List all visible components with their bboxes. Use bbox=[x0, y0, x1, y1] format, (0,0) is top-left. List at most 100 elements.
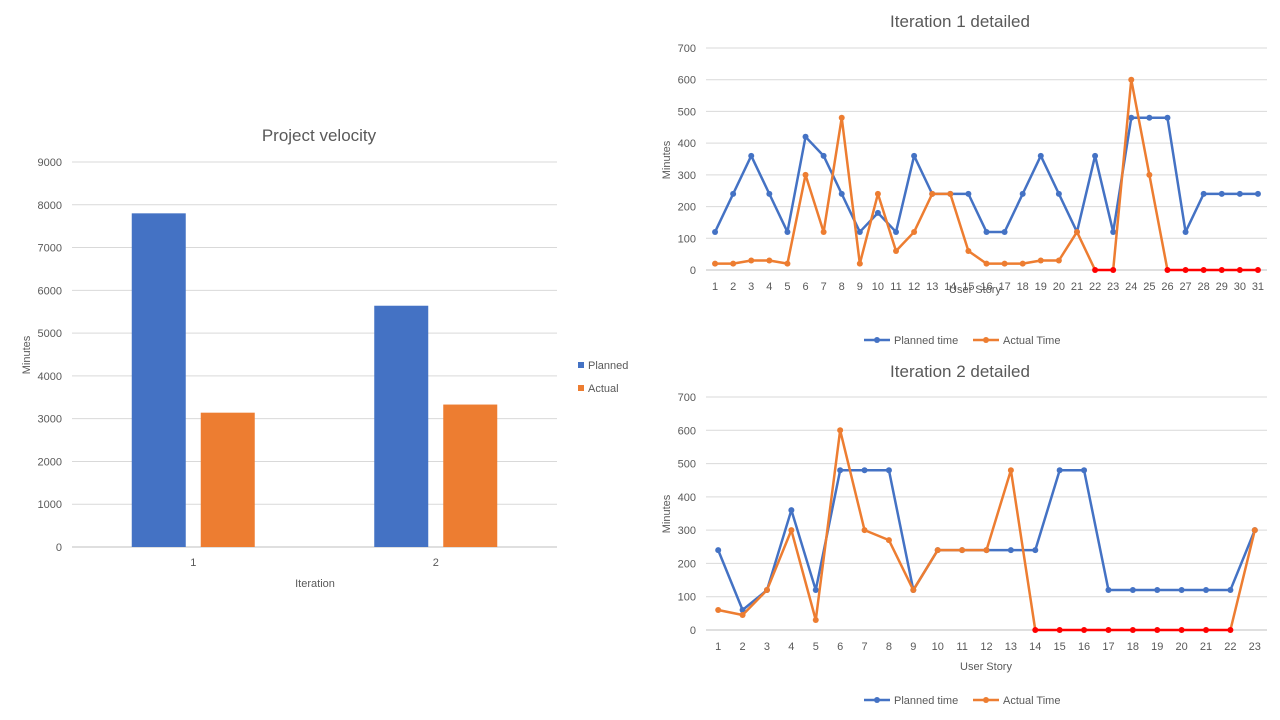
y-tick-label: 6000 bbox=[38, 285, 62, 297]
x-tick-label: 8 bbox=[839, 281, 845, 293]
y-tick-label: 200 bbox=[678, 202, 696, 214]
y-tick-label: 300 bbox=[678, 170, 696, 182]
series-line-planned-time bbox=[765, 508, 793, 592]
point-planned-time-30 bbox=[1236, 190, 1243, 197]
point-actual-time-22 bbox=[1092, 267, 1099, 273]
point-planned-time-20 bbox=[1178, 587, 1185, 594]
point-actual-time-8 bbox=[838, 114, 845, 121]
point-planned-time-9 bbox=[856, 228, 863, 235]
point-planned-time-10 bbox=[874, 209, 881, 216]
point-planned-time-20 bbox=[1055, 190, 1062, 197]
point-actual-time-4 bbox=[788, 527, 795, 534]
point-planned-time-19 bbox=[1154, 587, 1161, 594]
point-actual-time-23 bbox=[1251, 527, 1258, 534]
y-tick-label: 0 bbox=[690, 265, 696, 277]
y-tick-label: 3000 bbox=[38, 414, 62, 426]
series-line-planned-time bbox=[894, 154, 916, 234]
point-actual-time-9 bbox=[856, 260, 863, 267]
point-planned-time-7 bbox=[820, 152, 827, 159]
series-line-actual-time bbox=[741, 588, 769, 617]
x-tick-label: 5 bbox=[813, 641, 819, 653]
x-tick-label: 16 bbox=[1078, 641, 1090, 653]
series-line-planned-time bbox=[1003, 192, 1024, 234]
point-planned-time-15 bbox=[1056, 467, 1063, 474]
x-tick-label: 26 bbox=[1161, 281, 1173, 293]
point-actual-time-3 bbox=[748, 257, 755, 264]
point-planned-time-5 bbox=[812, 587, 819, 594]
series-line-actual-time bbox=[863, 528, 891, 542]
series-line-actual-time bbox=[1021, 259, 1043, 265]
x-tick-label: 7 bbox=[861, 641, 867, 653]
point-planned-time-21 bbox=[1203, 587, 1210, 594]
x-tick-label: 29 bbox=[1216, 281, 1228, 293]
point-actual-time-31 bbox=[1254, 267, 1261, 273]
point-actual-time-21 bbox=[1073, 228, 1080, 235]
point-actual-time-9 bbox=[910, 587, 917, 594]
point-planned-time-2 bbox=[739, 607, 746, 614]
point-planned-time-17 bbox=[1105, 587, 1112, 594]
iteration-1-chart: Iteration 1 detailed User Story Minutes … bbox=[661, 12, 1267, 347]
series-line-planned-time bbox=[1021, 154, 1043, 196]
y-tick-label: 200 bbox=[678, 558, 696, 570]
x-tick-label: 15 bbox=[962, 281, 974, 293]
y-tick-label: 2000 bbox=[38, 456, 62, 468]
x-tick-label: 3 bbox=[764, 641, 770, 653]
y-tick-label: 700 bbox=[678, 392, 696, 404]
point-actual-time-28 bbox=[1200, 267, 1207, 273]
series-line-planned-time bbox=[731, 154, 753, 196]
y-tick-label: 100 bbox=[678, 592, 696, 604]
legend-label-planned: Planned time bbox=[894, 695, 958, 707]
x-tick-label: 22 bbox=[1089, 281, 1101, 293]
series-line-actual-time bbox=[876, 192, 898, 253]
x-tick-label: 19 bbox=[1151, 641, 1163, 653]
legend-label-planned: Planned time bbox=[894, 335, 958, 347]
point-planned-time-14 bbox=[1032, 547, 1039, 554]
point-actual-time-27 bbox=[1182, 267, 1189, 273]
x-tick-label: 9 bbox=[910, 641, 916, 653]
x-tick-label: 14 bbox=[1029, 641, 1041, 653]
legend-marker-actual bbox=[983, 697, 989, 703]
series-line-actual-time bbox=[1009, 468, 1037, 632]
point-actual-time-1 bbox=[712, 260, 719, 267]
point-planned-time-11 bbox=[893, 228, 900, 235]
legend: Planned time Actual Time bbox=[864, 695, 1060, 707]
point-actual-time-7 bbox=[861, 527, 868, 534]
series-line-actual-time bbox=[838, 429, 866, 532]
point-actual-time-22 bbox=[1227, 627, 1234, 633]
point-actual-time-5 bbox=[784, 260, 791, 267]
x-tick-label: 16 bbox=[980, 281, 992, 293]
point-actual-time-15 bbox=[965, 247, 972, 254]
point-planned-time-18 bbox=[1129, 587, 1136, 594]
point-planned-time-22 bbox=[1227, 587, 1234, 594]
x-tick-label: 14 bbox=[944, 281, 956, 293]
x-tick-label: 8 bbox=[886, 641, 892, 653]
x-tick-label: 21 bbox=[1071, 281, 1083, 293]
point-actual-time-16 bbox=[983, 260, 990, 267]
series-line-actual-time bbox=[1229, 528, 1257, 632]
point-actual-time-20 bbox=[1055, 257, 1062, 264]
point-planned-time-17 bbox=[1001, 228, 1008, 235]
x-tick-label: 9 bbox=[857, 281, 863, 293]
point-planned-time-26 bbox=[1164, 114, 1171, 121]
series-line-actual-time bbox=[814, 429, 842, 622]
point-actual-time-18 bbox=[1019, 260, 1026, 267]
series-line-actual-time bbox=[1130, 78, 1151, 177]
bar-actual-1 bbox=[200, 412, 255, 547]
x-tick-label: 18 bbox=[1017, 281, 1029, 293]
x-tick-label: 2 bbox=[740, 641, 746, 653]
point-planned-time-5 bbox=[784, 228, 791, 235]
point-actual-time-17 bbox=[1105, 627, 1112, 633]
y-tick-label: 5000 bbox=[38, 328, 62, 340]
legend-label-actual: Actual Time bbox=[1003, 335, 1060, 347]
x-tick-label: 1 bbox=[715, 641, 721, 653]
point-actual-time-1 bbox=[715, 607, 722, 614]
y-tick-label: 700 bbox=[678, 43, 696, 55]
y-tick-label: 500 bbox=[678, 459, 696, 471]
point-actual-time-26 bbox=[1164, 267, 1171, 273]
point-actual-time-4 bbox=[766, 257, 773, 264]
x-tick-label: 15 bbox=[1054, 641, 1066, 653]
point-planned-time-27 bbox=[1182, 228, 1189, 235]
series-line-planned-time bbox=[967, 192, 988, 234]
x-tick-label: 3 bbox=[748, 281, 754, 293]
